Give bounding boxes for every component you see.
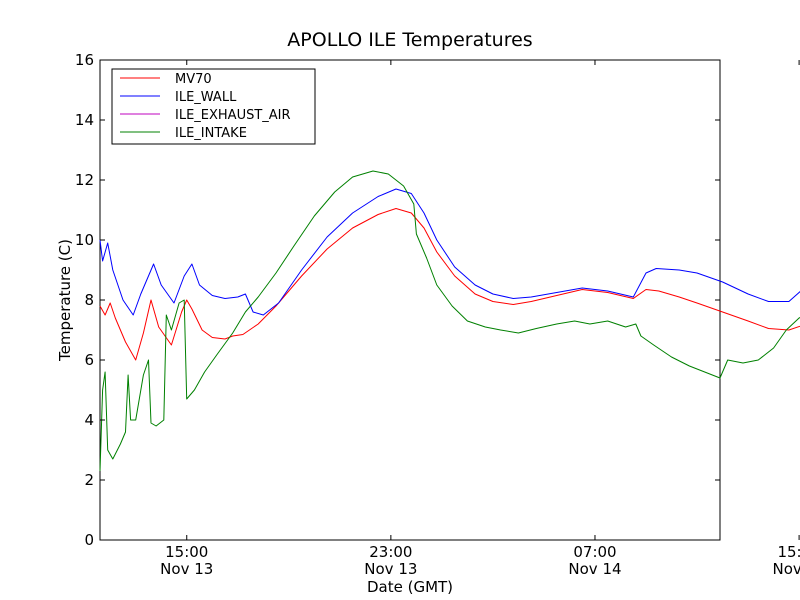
x-tick-label-date-3: Nov 14 — [773, 560, 800, 578]
x-tick-label-time-0: 15:00 — [165, 543, 208, 561]
x-tick-label-date-1: Nov 13 — [364, 560, 417, 578]
legend: MV70 ILE_WALL ILE_EXHAUST_AIR ILE_INTAKE — [111, 68, 316, 145]
y-axis-ticks: 0 2 4 6 8 10 12 14 16 — [75, 51, 720, 549]
x-tick-label-time-1: 23:00 — [369, 543, 412, 561]
legend-label-3: ILE_INTAKE — [175, 126, 247, 141]
chart-title: APOLLO ILE Temperatures — [287, 29, 532, 51]
x-tick-label-time-3: 15:00 — [777, 543, 800, 561]
y-tick-label-8: 16 — [75, 51, 94, 69]
legend-label-0: MV70 — [175, 72, 212, 87]
series-line-0 — [99, 208, 800, 361]
series-line-3 — [99, 170, 800, 472]
legend-items: MV70 ILE_WALL ILE_EXHAUST_AIR ILE_INTAKE — [120, 72, 291, 141]
y-tick-label-7: 14 — [75, 111, 94, 129]
y-tick-label-5: 10 — [75, 231, 94, 249]
series-layer — [99, 170, 800, 472]
y-tick-label-2: 4 — [84, 411, 94, 429]
x-tick-label-date-0: Nov 13 — [160, 560, 213, 578]
series-line-1 — [99, 188, 800, 316]
y-tick-label-3: 6 — [84, 351, 94, 369]
legend-box — [111, 68, 316, 145]
y-tick-label-4: 8 — [84, 291, 94, 309]
y-tick-label-1: 2 — [84, 471, 94, 489]
y-axis-label: Temperature (C) — [56, 239, 74, 362]
legend-label-1: ILE_WALL — [175, 90, 237, 105]
y-tick-label-0: 0 — [84, 531, 94, 549]
x-axis-label: Date (GMT) — [367, 578, 453, 596]
legend-label-2: ILE_EXHAUST_AIR — [175, 108, 291, 123]
x-tick-label-time-2: 07:00 — [573, 543, 616, 561]
y-tick-label-6: 12 — [75, 171, 94, 189]
x-tick-label-date-2: Nov 14 — [568, 560, 621, 578]
